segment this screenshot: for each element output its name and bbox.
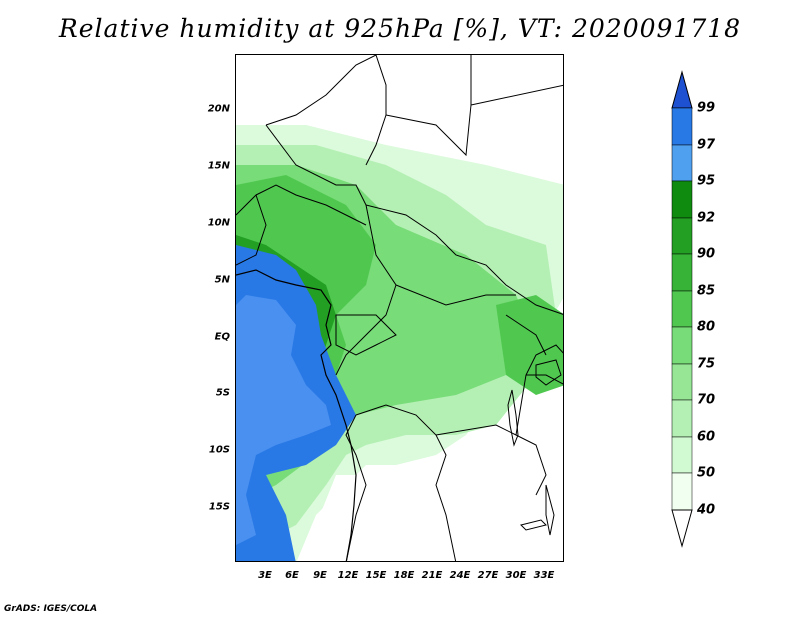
colorbar-cell-75 bbox=[671, 326, 693, 365]
lon-label-27e: 27E bbox=[477, 570, 499, 581]
colorbar-cell-40 bbox=[671, 472, 693, 511]
lon-label-12e: 12E bbox=[337, 570, 359, 581]
colorbar-bottom-arrow bbox=[671, 509, 693, 548]
colorbar-cell-70 bbox=[671, 363, 693, 401]
lon-label-30e: 30E bbox=[505, 570, 527, 581]
map-title: Relative humidity at 925hPa [%], VT: 202… bbox=[58, 14, 742, 43]
lon-label-21e: 21E bbox=[421, 570, 443, 581]
lat-label-20n: 20N bbox=[207, 103, 230, 115]
lat-label-eq: EQ bbox=[214, 331, 230, 343]
country-borders bbox=[236, 55, 563, 561]
lat-label-5s: 5S bbox=[215, 387, 230, 399]
map-panel bbox=[235, 54, 564, 562]
colorbar-top-arrow bbox=[671, 70, 693, 109]
lon-label-18e: 18E bbox=[393, 570, 415, 581]
colorbar bbox=[671, 70, 693, 548]
humid-zone-97 bbox=[236, 295, 331, 545]
colorbar-cell-60 bbox=[671, 399, 693, 438]
coastline bbox=[236, 269, 357, 561]
lon-label-33e: 33E bbox=[533, 570, 555, 581]
colorbar-label-80: 80 bbox=[697, 319, 716, 335]
lat-label-10s: 10S bbox=[208, 444, 230, 456]
colorbar-label-60: 60 bbox=[697, 429, 716, 445]
colorbar-label-85: 85 bbox=[697, 283, 716, 299]
colorbar-label-50: 50 bbox=[697, 465, 716, 481]
lat-label-5n: 5N bbox=[214, 274, 230, 286]
humidity-map bbox=[236, 55, 563, 561]
lon-label-24e: 24E bbox=[449, 570, 471, 581]
colorbar-label-75: 75 bbox=[697, 356, 716, 372]
lon-label-9e: 9E bbox=[313, 570, 327, 581]
lat-label-15s: 15S bbox=[208, 501, 230, 513]
lat-label-10n: 10N bbox=[207, 217, 230, 229]
colorbar-label-90: 90 bbox=[697, 246, 716, 262]
lon-label-15e: 15E bbox=[365, 570, 387, 581]
colorbar-cell-90 bbox=[671, 217, 693, 255]
colorbar-label-95: 95 bbox=[697, 173, 716, 189]
colorbar-cell-95 bbox=[671, 144, 693, 182]
colorbar-label-40: 40 bbox=[697, 502, 716, 518]
dry-zone bbox=[306, 475, 563, 561]
credit-text: GrADS: IGES/COLA bbox=[4, 604, 98, 614]
colorbar-label-70: 70 bbox=[697, 392, 716, 408]
lon-label-3e: 3E bbox=[258, 570, 272, 581]
colorbar-cell-50 bbox=[671, 436, 693, 474]
colorbar-cell-92 bbox=[671, 180, 693, 219]
lon-label-6e: 6E bbox=[285, 570, 299, 581]
lakes bbox=[507, 359, 562, 536]
colorbar-label-92: 92 bbox=[697, 210, 716, 226]
colorbar-cell-97 bbox=[671, 107, 693, 146]
colorbar-label-97: 97 bbox=[697, 137, 716, 153]
colorbar-cell-80 bbox=[671, 290, 693, 328]
lat-label-15n: 15N bbox=[207, 160, 230, 172]
colorbar-cell-85 bbox=[671, 253, 693, 292]
dry-zone-north bbox=[336, 55, 563, 175]
colorbar-label-99: 99 bbox=[697, 100, 716, 116]
